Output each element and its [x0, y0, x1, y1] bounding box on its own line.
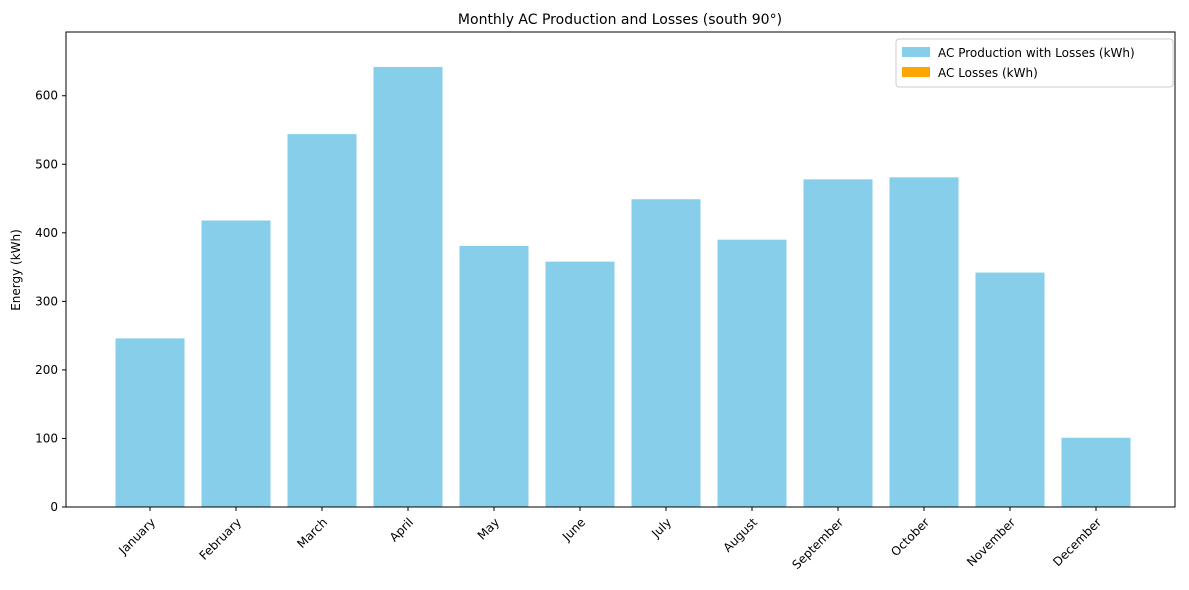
y-tick-label: 0	[50, 500, 58, 514]
x-tick-label-january: January	[115, 515, 158, 558]
x-tick-label-october: October	[888, 515, 932, 559]
x-tick-label-february: February	[197, 515, 245, 563]
x-tick-label-november: November	[964, 515, 1018, 569]
bar-production-march	[287, 134, 357, 508]
bar-production-december	[1061, 437, 1131, 507]
legend-label-losses: AC Losses (kWh)	[938, 66, 1038, 80]
y-tick-label: 100	[35, 431, 58, 445]
y-axis-title: Energy (kWh)	[9, 229, 23, 311]
y-tick-label: 600	[35, 89, 58, 103]
legend-swatch-losses	[902, 67, 930, 77]
x-tick-label-may: May	[475, 515, 502, 542]
bar-production-april	[373, 66, 443, 507]
bars-layer	[115, 66, 1131, 508]
bar-production-july	[631, 199, 701, 507]
x-tick-label-june: June	[559, 515, 588, 544]
bar-production-november	[975, 272, 1045, 507]
legend-swatch-production	[902, 47, 930, 57]
legend: AC Production with Losses (kWh) AC Losses…	[895, 38, 1174, 88]
chart-title: Monthly AC Production and Losses (south …	[458, 12, 782, 28]
x-tick-label-july: July	[648, 515, 674, 541]
x-tick-label-september: September	[789, 515, 846, 572]
bar-production-february	[201, 220, 271, 507]
legend-label-production: AC Production with Losses (kWh)	[938, 46, 1135, 60]
legend-box	[895, 38, 1174, 88]
bar-production-september	[803, 179, 873, 507]
x-tick-label-august: August	[721, 515, 761, 555]
y-tick-label: 500	[35, 157, 58, 171]
bar-production-august	[717, 239, 787, 508]
x-tick-label-april: April	[387, 515, 416, 544]
x-tick-label-march: March	[294, 515, 330, 551]
bar-production-may	[459, 245, 529, 507]
y-tick-label: 400	[35, 226, 58, 240]
x-tick-label-december: December	[1050, 515, 1104, 569]
y-tick-label: 200	[35, 363, 58, 377]
bar-production-october	[889, 177, 959, 507]
bar-production-june	[545, 261, 615, 507]
y-tick-label: 300	[35, 294, 58, 308]
bar-production-january	[115, 338, 185, 507]
plot-frame	[65, 31, 1176, 508]
